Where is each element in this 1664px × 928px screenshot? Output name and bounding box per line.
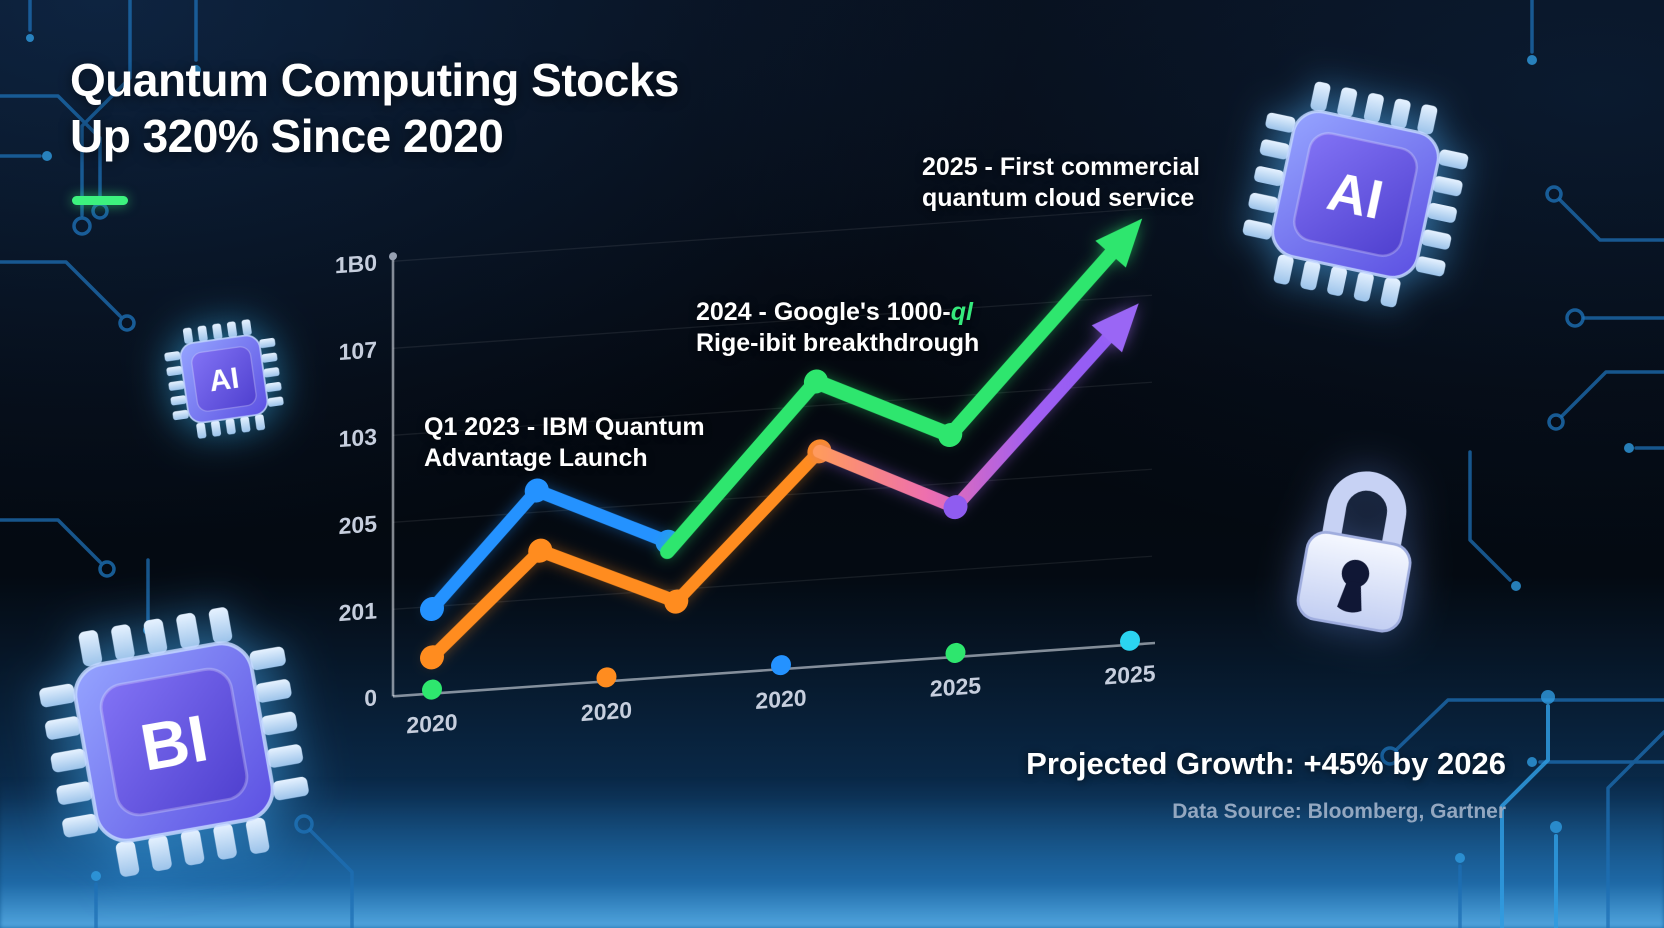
annotation-line: quantum cloud service [922,184,1195,212]
chip-label: AI [1322,160,1388,231]
projected-growth-text: Projected Growth: +45% by 2026 [1026,746,1506,781]
ai-chip-icon-large: AI [1222,61,1489,328]
annotation-line: Advantage Launch [424,444,648,472]
svg-text:2025: 2025 [1104,660,1155,690]
bottom-blue-glow [0,778,1664,928]
chip-graphic: BI [39,607,309,877]
bi-chip-icon: BI [16,584,331,899]
data-source-text: Data Source: Bloomberg, Gartner [1172,800,1506,823]
chip-graphic: AI [164,319,284,439]
svg-text:2020: 2020 [755,684,806,714]
annotation-2023-ibm-launch: Q1 2023 - IBM Quantum Advantage Launch [424,412,705,474]
svg-text:103: 103 [339,423,377,452]
annotation-line: Q1 2023 - IBM Quantum [424,413,705,441]
svg-text:1B0: 1B0 [335,249,377,278]
title-line-1: Quantum Computing Stocks [70,54,680,106]
chip-graphic: AI [1242,81,1469,308]
title-line-2: Up 320% Since 2020 [70,110,504,162]
annotation-2025-cloud-service: 2025 - First commercial quantum cloud se… [922,152,1200,214]
svg-text:2020: 2020 [581,697,632,727]
annotation-line: 2025 - First commercial [922,153,1200,181]
annotation-2024-google-qubit: 2024 - Google's 1000-ql Rige-ibit breakt… [696,297,979,359]
svg-text:0: 0 [364,684,377,711]
chip-label: AI [207,362,241,399]
page-title: Quantum Computing Stocks Up 320% Since 2… [70,52,680,164]
svg-text:2020: 2020 [406,709,457,739]
svg-text:205: 205 [339,510,378,539]
annotation-text: 2024 - Google's 1000- [696,298,951,326]
annotation-line: 2024 - Google's 1000-ql [696,297,979,328]
annotation-green-glyph: ql [950,298,973,326]
padlock-graphic [1296,471,1412,633]
annotation-line: Rige-ibit breakthdrough [696,329,980,357]
stock-chart: 1B0 107 103 205 201 0 2020 2020 2020 2025 2025 [335,207,1156,739]
svg-text:107: 107 [339,336,377,365]
svg-text:201: 201 [339,597,378,626]
ai-chip-icon-small: AI [155,310,293,448]
padlock-icon [1261,429,1459,661]
svg-text:2025: 2025 [930,672,981,702]
title-accent-dash [72,196,128,205]
chip-label: BI [135,700,213,784]
